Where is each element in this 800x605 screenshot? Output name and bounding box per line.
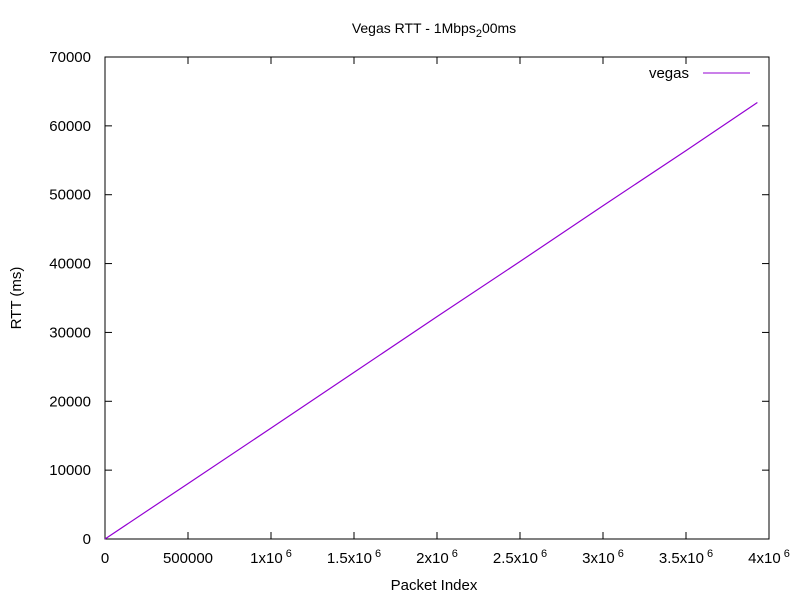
x-tick-label-exponent: 6 bbox=[286, 548, 292, 560]
x-tick-label-base: 1.5x10 bbox=[327, 550, 372, 567]
x-tick-label-base: 500000 bbox=[163, 550, 213, 567]
plot-frame bbox=[104, 56, 770, 540]
y-tick-label-7: 70000 bbox=[49, 49, 91, 66]
x-tick-label-1: 500000 bbox=[163, 550, 213, 567]
y-tick-label-1: 10000 bbox=[49, 462, 91, 479]
x-tick-label-5: 2.5x10 6 bbox=[493, 548, 547, 567]
series-line-vegas bbox=[104, 101, 758, 540]
x-tick-label-exponent: 6 bbox=[541, 548, 547, 560]
x-tick-label-2: 1x10 6 bbox=[250, 548, 292, 567]
y-tick-label-2: 20000 bbox=[49, 393, 91, 410]
x-tick-label-8: 4x10 6 bbox=[748, 548, 790, 567]
y-tick-label-6: 60000 bbox=[49, 118, 91, 135]
x-tick-label-base: 2.5x10 bbox=[493, 550, 538, 567]
x-tick-label-base: 0 bbox=[101, 550, 109, 567]
x-tick-label-exponent: 6 bbox=[784, 548, 790, 560]
x-tick-label-exponent: 6 bbox=[618, 548, 624, 560]
x-tick-label-0: 0 bbox=[101, 550, 109, 567]
chart-title-main: Vegas RTT - 1Mbps bbox=[352, 20, 476, 36]
axis-ticks: 0 500000 1x10 6 1.5x10 6 2x10 6 2.5x10 6 3x10 6 3.5x… bbox=[49, 49, 790, 567]
y-tick-label-5: 50000 bbox=[49, 187, 91, 204]
y-tick-label-3: 30000 bbox=[49, 324, 91, 341]
chart-title-subscript: 2 bbox=[476, 28, 482, 40]
x-tick-label-base: 4x10 bbox=[748, 550, 781, 567]
legend: vegas bbox=[649, 65, 750, 82]
x-tick-label-3: 1.5x10 6 bbox=[327, 548, 381, 567]
x-tick-label-7: 3.5x10 6 bbox=[659, 548, 713, 567]
x-tick-label-4: 2x10 6 bbox=[416, 548, 458, 567]
series-layer bbox=[104, 101, 758, 540]
x-tick-label-exponent: 6 bbox=[375, 548, 381, 560]
x-tick-label-exponent: 6 bbox=[452, 548, 458, 560]
y-tick-label-4: 40000 bbox=[49, 256, 91, 273]
chart-title-tail: 00ms bbox=[482, 20, 516, 36]
legend-label-vegas: vegas bbox=[649, 65, 689, 82]
x-tick-label-base: 2x10 bbox=[416, 550, 449, 567]
y-tick-label-0: 0 bbox=[83, 531, 91, 548]
x-tick-label-base: 1x10 bbox=[250, 550, 283, 567]
chart-title: Vegas RTT - 1Mbps200ms bbox=[352, 20, 516, 40]
x-tick-label-exponent: 6 bbox=[707, 548, 713, 560]
x-tick-label-base: 3x10 bbox=[582, 550, 615, 567]
x-tick-label-6: 3x10 6 bbox=[582, 548, 624, 567]
x-axis-label: Packet Index bbox=[391, 577, 478, 594]
x-tick-label-base: 3.5x10 bbox=[659, 550, 704, 567]
y-axis-label: RTT (ms) bbox=[8, 267, 25, 330]
